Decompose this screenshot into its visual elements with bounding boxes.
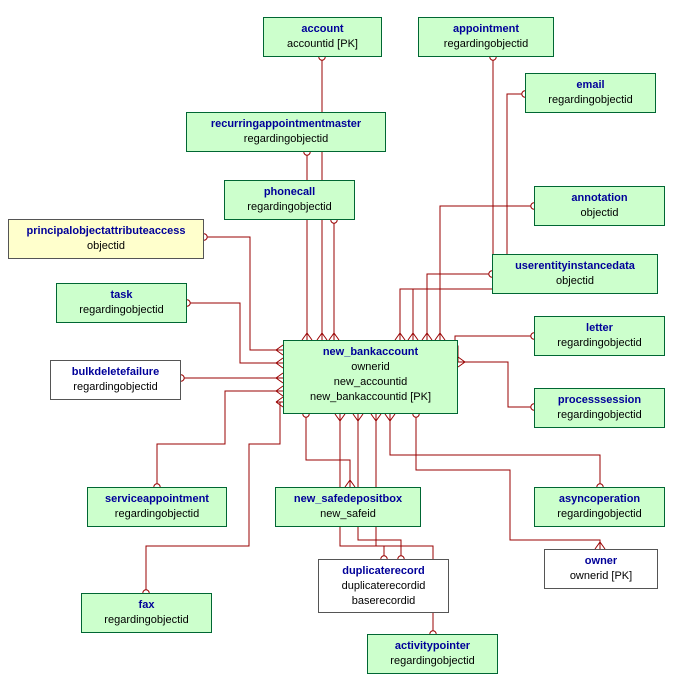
entity-field: regardingobjectid [63,303,180,318]
entity-asyncop: asyncoperationregardingobjectid [534,487,665,527]
entity-field: ownerid [PK] [551,569,651,584]
entity-duprecord: duplicaterecordduplicaterecordidbasereco… [318,559,449,613]
diagram-canvas: accountaccountid [PK]appointmentregardin… [0,0,680,682]
entity-title: annotation [541,191,658,206]
edge [413,94,525,340]
entity-title: phonecall [231,185,348,200]
entity-field: baserecordid [325,594,442,609]
entity-field: objectid [15,239,197,254]
entity-field: regardingobjectid [193,132,379,147]
entity-title: userentityinstancedata [499,259,651,274]
edge [416,414,600,549]
entity-title: bulkdeletefailure [57,365,174,380]
entity-title: activitypointer [374,639,491,654]
entity-field: regardingobjectid [57,380,174,395]
entity-title: recurringappointmentmaster [193,117,379,132]
entity-serviceappt: serviceappointmentregardingobjectid [87,487,227,527]
entity-owner: ownerownerid [PK] [544,549,658,589]
entity-letter: letterregardingobjectid [534,316,665,356]
entity-title: owner [551,554,651,569]
entity-field: objectid [541,206,658,221]
entity-recurring: recurringappointmentmasterregardingobjec… [186,112,386,152]
entity-field: ownerid [290,360,451,375]
entity-title: task [63,288,180,303]
entity-field: new_bankaccountid [PK] [290,390,451,405]
entity-title: account [270,22,375,37]
entity-field: regardingobjectid [425,37,547,52]
entity-field: duplicaterecordid [325,579,442,594]
entity-title: fax [88,598,205,613]
entity-field: accountid [PK] [270,37,375,52]
entity-field: regardingobjectid [541,507,658,522]
entity-field: regardingobjectid [541,336,658,351]
entity-field: regardingobjectid [231,200,348,215]
entity-field: regardingobjectid [541,408,658,423]
entity-ueid: userentityinstancedataobjectid [492,254,658,294]
edge [458,362,534,407]
entity-field: regardingobjectid [374,654,491,669]
edge [427,274,492,340]
entity-title: letter [541,321,658,336]
entity-annotation: annotationobjectid [534,186,665,226]
edge [157,391,283,487]
entity-account: accountaccountid [PK] [263,17,382,57]
entity-poaa: principalobjectattributeaccessobjectid [8,219,204,259]
edge [400,57,493,340]
entity-task: taskregardingobjectid [56,283,187,323]
entity-activityptr: activitypointerregardingobjectid [367,634,498,674]
entity-phonecall: phonecallregardingobjectid [224,180,355,220]
entity-title: appointment [425,22,547,37]
entity-safedeposit: new_safedepositboxnew_safeid [275,487,421,527]
entity-title: asyncoperation [541,492,658,507]
entity-title: principalobjectattributeaccess [15,224,197,239]
entity-center: new_bankaccountowneridnew_accountidnew_b… [283,340,458,414]
entity-title: new_bankaccount [290,345,451,360]
edge [204,237,283,350]
entity-field: new_safeid [282,507,414,522]
entity-title: processsession [541,393,658,408]
entity-appointment: appointmentregardingobjectid [418,17,554,57]
edge [187,303,283,363]
entity-bulkdel: bulkdeletefailureregardingobjectid [50,360,181,400]
entity-title: serviceappointment [94,492,220,507]
edge [306,414,350,487]
entity-email: emailregardingobjectid [525,73,656,113]
entity-field: objectid [499,274,651,289]
entity-fax: faxregardingobjectid [81,593,212,633]
entity-title: new_safedepositbox [282,492,414,507]
entity-field: regardingobjectid [532,93,649,108]
entity-field: regardingobjectid [88,613,205,628]
entity-field: new_accountid [290,375,451,390]
entity-processsession: processsessionregardingobjectid [534,388,665,428]
edge [455,336,534,362]
entity-title: email [532,78,649,93]
entity-title: duplicaterecord [325,564,442,579]
entity-field: regardingobjectid [94,507,220,522]
